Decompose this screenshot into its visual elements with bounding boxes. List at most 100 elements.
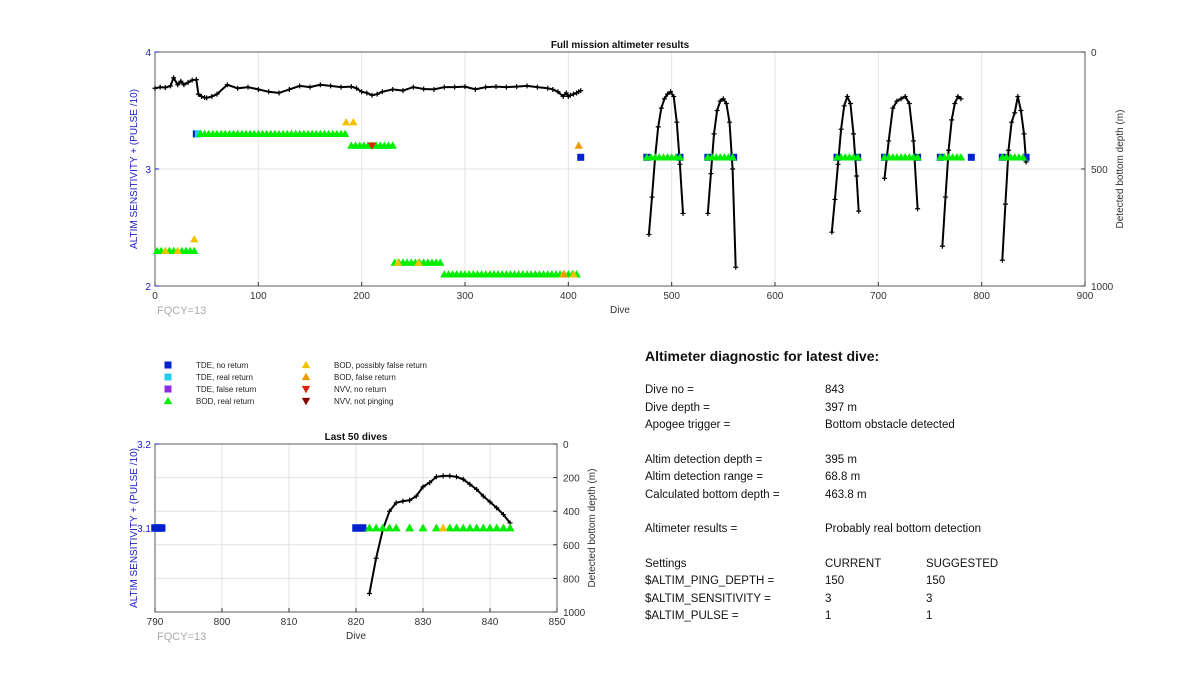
main-depth-point [483,84,489,90]
last50-x-tick-label: 800 [214,617,231,628]
main-depth-point [727,119,733,125]
main-depth-point [276,90,282,96]
row-pulse: $ALTIM_PULSE = 1 1 [645,610,1165,628]
main-bod-possibly-false-return-marker [393,258,403,266]
row-sensitivity: $ALTIM_SENSITIVITY = 3 3 [645,593,1165,611]
last50-depth-point [474,486,480,492]
main-depth-point [946,147,952,153]
main-depth-point [374,91,380,97]
main-depth-line-5 [883,95,919,209]
dive-no-label: Dive no = [645,384,694,396]
main-depth-point [255,86,261,92]
last50-bod-real-return-marker [485,523,495,532]
legend-marker-4 [163,396,173,405]
last50-depth-point [387,508,392,514]
main-bod-real-marker [675,153,685,161]
legend-label-8: NVV, not pinging [334,397,393,406]
main-depth-point [902,93,908,99]
main-depth-point [705,210,711,216]
legend-label-2: TDE, real return [196,373,253,382]
altim-depth-label: Altim detection depth = [645,453,763,466]
last50-depth-point [413,493,419,499]
last50-depth-point [480,493,486,499]
main-x-tick-label: 500 [663,291,680,302]
main-depth-point [157,84,163,90]
main-depth-point [1015,93,1021,99]
dive-depth-label: Dive depth = [645,401,710,414]
main-depth-point [1021,131,1027,137]
main-depth-point [195,91,201,97]
main-y2-tick-label: 1000 [1091,282,1114,293]
pulse-current: 1 [825,610,832,622]
main-depth-point [364,90,370,96]
main-depth-point [906,100,912,106]
main-depth-point [723,100,729,106]
main-depth-point [894,98,900,104]
main-depth-point [680,210,686,216]
legend-label-1: TDE, no return [196,361,248,370]
main-depth-point [175,82,181,88]
last50-bod-real-return-marker [465,523,475,532]
row-ping-depth: $ALTIM_PING_DEPTH = 150 150 [645,575,1165,593]
last50-bod-real-return-marker [498,523,508,532]
main-depth-point [832,196,838,202]
main-tde-no-return-marker [1022,153,1030,161]
main-depth-point [661,96,667,102]
main-depth-point [720,96,726,102]
main-depth-point [856,208,862,214]
main-bod-real-marker [340,129,350,138]
main-depth-point [171,75,177,81]
diagnostic-title: Altimeter diagnostic for latest dive: [645,348,880,364]
main-depth-point [168,83,173,89]
last50-x-tick-label: 790 [147,617,164,628]
legend-label-7: NVV, no return [334,385,386,394]
main-depth-point [338,84,344,90]
main-depth-point [915,206,921,212]
main-y-tick-label: 2 [145,282,151,293]
main-bod-real-marker [190,246,199,255]
main-depth-point [224,82,230,88]
last50-tde-no-return-marker [157,524,166,532]
main-x-tick-label: 800 [973,291,990,302]
main-depth-point [1009,119,1015,125]
legend-label-5: BOD, possibly false return [334,361,427,370]
main-depth-point [560,93,566,99]
main-depth-point [369,92,375,98]
last50-depth-point [400,498,406,504]
row-settings-header: Settings CURRENT SUGGESTED [645,558,1165,576]
row-altim-depth: Altim detection depth = 395 m [645,454,1165,472]
last50-depth-point [467,481,473,487]
last50-y-axis-label: ALTIM SENSITIVITY + (PULSE /10) [129,448,140,608]
main-depth-point [214,91,220,97]
main-depth-point [646,232,652,238]
main-depth-point [717,98,723,104]
legend-marker-5 [301,360,311,369]
main-depth-point [199,93,204,99]
results-value: Probably real bottom detection [825,523,981,535]
main-depth-point [898,96,904,102]
main-depth-point [829,229,835,235]
last50-y2-axis-label: Detected bottom depth (m) [587,469,598,588]
legend-label-3: TDE, false return [196,385,256,394]
main-bod-false-return-marker [574,141,583,149]
settings-label: Settings [645,557,687,570]
main-bod-possibly-false-return-marker [173,246,182,255]
last50-bod-real-return-marker [418,523,428,532]
last50-bod-real-return-marker [391,523,401,532]
dive-depth-value: 397 m [825,401,857,414]
main-depth-point [958,96,964,102]
last50-depth-point [373,555,379,561]
main-bod-real-marker [956,153,966,161]
altim-range-value: 68.8 m [825,471,861,483]
main-x-tick-label: 100 [250,291,267,302]
dive-no-value: 843 [825,384,845,396]
calc-bottom-value: 463.8 m [825,488,867,501]
main-depth-point [882,175,888,181]
main-depth-line-2 [647,90,684,235]
main-x-tick-label: 900 [1077,291,1094,302]
last50-depth-point [440,473,446,479]
last50-x-axis-label: Dive [346,631,366,642]
main-depth-line-7 [1001,96,1028,261]
last50-depth-point [427,480,433,486]
